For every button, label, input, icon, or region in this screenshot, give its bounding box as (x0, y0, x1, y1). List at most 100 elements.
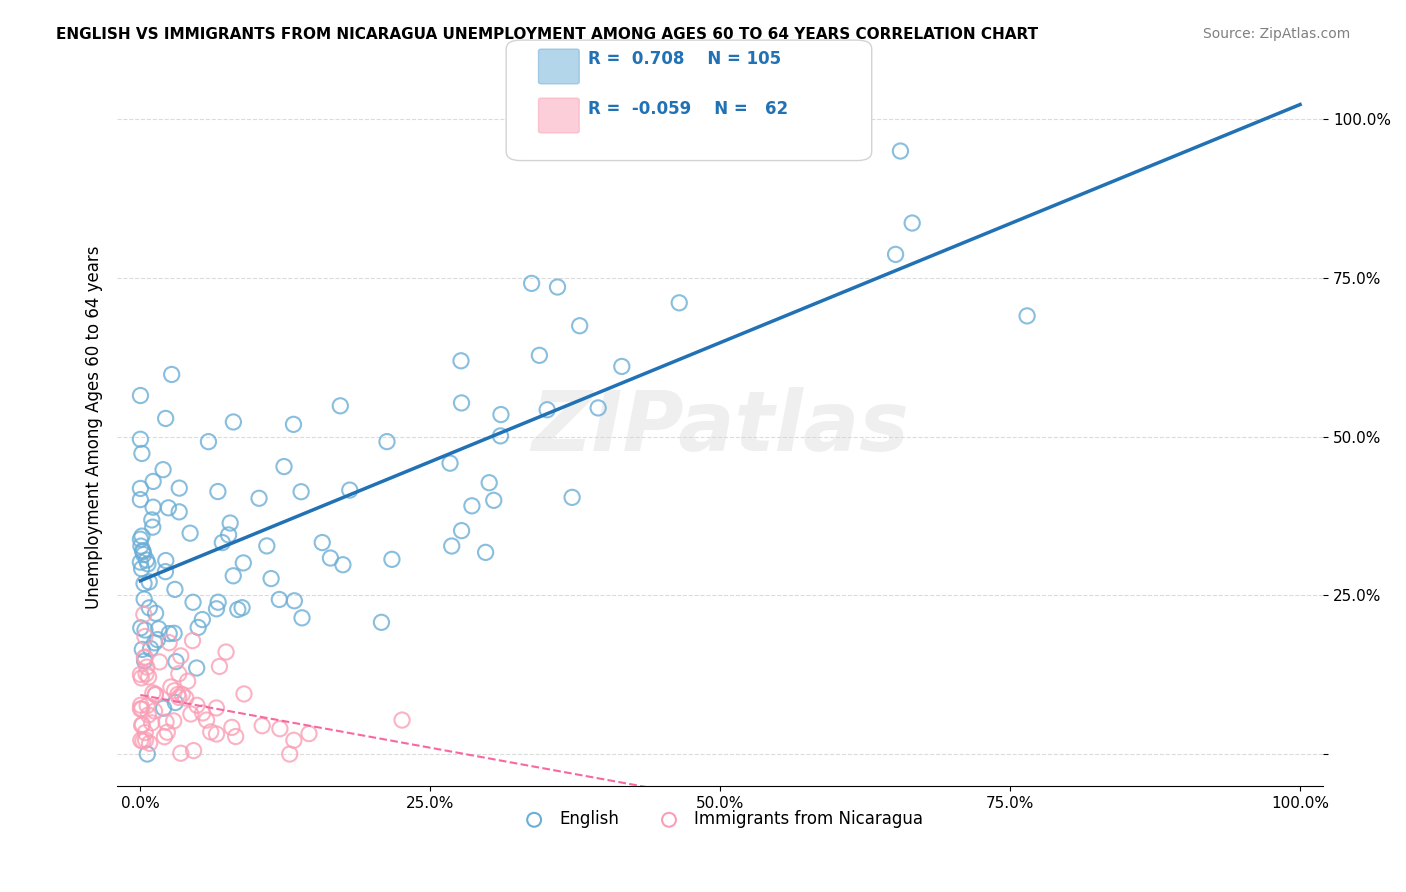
Point (136, 698, 159, 713)
Point (187, 620, 209, 634)
Point (142, 475, 165, 489)
Point (180, 706, 202, 721)
Point (156, 725, 179, 739)
Text: R =  -0.059    N =   62: R = -0.059 N = 62 (588, 100, 787, 118)
Point (134, 725, 156, 739)
Point (269, 722, 291, 736)
Point (157, 635, 180, 649)
Point (329, 399, 352, 413)
Point (250, 719, 273, 733)
Point (461, 499, 484, 513)
Point (391, 713, 413, 727)
Point (134, 623, 156, 637)
Point (136, 747, 159, 761)
Point (478, 475, 501, 490)
Point (163, 683, 186, 698)
Point (155, 411, 177, 425)
Point (145, 607, 167, 621)
Text: ENGLISH VS IMMIGRANTS FROM NICARAGUA UNEMPLOYMENT AMONG AGES 60 TO 64 YEARS CORR: ENGLISH VS IMMIGRANTS FROM NICARAGUA UNE… (56, 27, 1039, 42)
Point (152, 463, 174, 477)
Point (135, 733, 157, 747)
Point (132, 548, 155, 562)
Point (148, 622, 170, 636)
Point (129, 432, 152, 446)
Point (163, 582, 186, 597)
Point (610, 359, 633, 374)
Point (134, 650, 156, 665)
Point (232, 556, 254, 570)
Point (482, 493, 505, 508)
Point (142, 520, 165, 534)
Point (131, 529, 153, 543)
Point (143, 636, 166, 650)
Point (529, 348, 551, 362)
Point (129, 539, 152, 553)
Point (207, 595, 229, 609)
Point (205, 701, 228, 715)
Point (219, 516, 242, 530)
Point (568, 318, 591, 333)
Point (291, 611, 314, 625)
Point (152, 701, 174, 715)
Point (166, 688, 188, 702)
Point (231, 600, 253, 615)
Point (440, 539, 463, 553)
Point (205, 602, 228, 616)
Point (439, 456, 461, 470)
Point (561, 491, 583, 505)
Point (586, 401, 609, 415)
Point (211, 535, 233, 549)
Point (167, 505, 190, 519)
Point (163, 626, 186, 640)
Point (160, 368, 183, 382)
Point (370, 615, 392, 630)
Point (165, 655, 187, 669)
Point (1017, 309, 1039, 323)
Point (222, 569, 245, 583)
Point (129, 532, 152, 546)
Point (169, 481, 191, 495)
Point (283, 733, 305, 747)
Point (290, 484, 312, 499)
Point (901, 216, 924, 230)
Point (134, 592, 156, 607)
Point (172, 688, 194, 702)
Point (157, 626, 180, 640)
Text: ZIPatlas: ZIPatlas (531, 386, 910, 467)
Point (141, 715, 163, 730)
Point (131, 446, 153, 460)
Point (131, 642, 153, 657)
Point (191, 613, 214, 627)
Point (129, 667, 152, 681)
Point (450, 396, 472, 410)
Point (132, 543, 155, 558)
Point (153, 730, 176, 744)
Point (148, 655, 170, 669)
Point (157, 500, 180, 515)
Point (131, 717, 153, 731)
Point (174, 691, 197, 706)
Point (221, 720, 243, 734)
Point (269, 592, 291, 607)
Point (138, 736, 160, 750)
Point (132, 607, 155, 622)
Point (132, 545, 155, 559)
Point (170, 746, 193, 760)
Y-axis label: Unemployment Among Ages 60 to 64 years: Unemployment Among Ages 60 to 64 years (86, 245, 103, 609)
Point (146, 632, 169, 647)
Point (520, 277, 543, 291)
Point (536, 402, 558, 417)
Point (129, 388, 152, 402)
Text: R =  0.708    N = 105: R = 0.708 N = 105 (588, 50, 780, 68)
Point (339, 483, 361, 497)
Point (183, 743, 205, 757)
Point (167, 666, 190, 681)
Point (186, 661, 208, 675)
Point (131, 718, 153, 732)
Point (129, 621, 152, 635)
Point (142, 500, 165, 515)
Point (283, 594, 305, 608)
Point (260, 572, 283, 586)
Point (375, 434, 398, 449)
Point (167, 690, 190, 705)
